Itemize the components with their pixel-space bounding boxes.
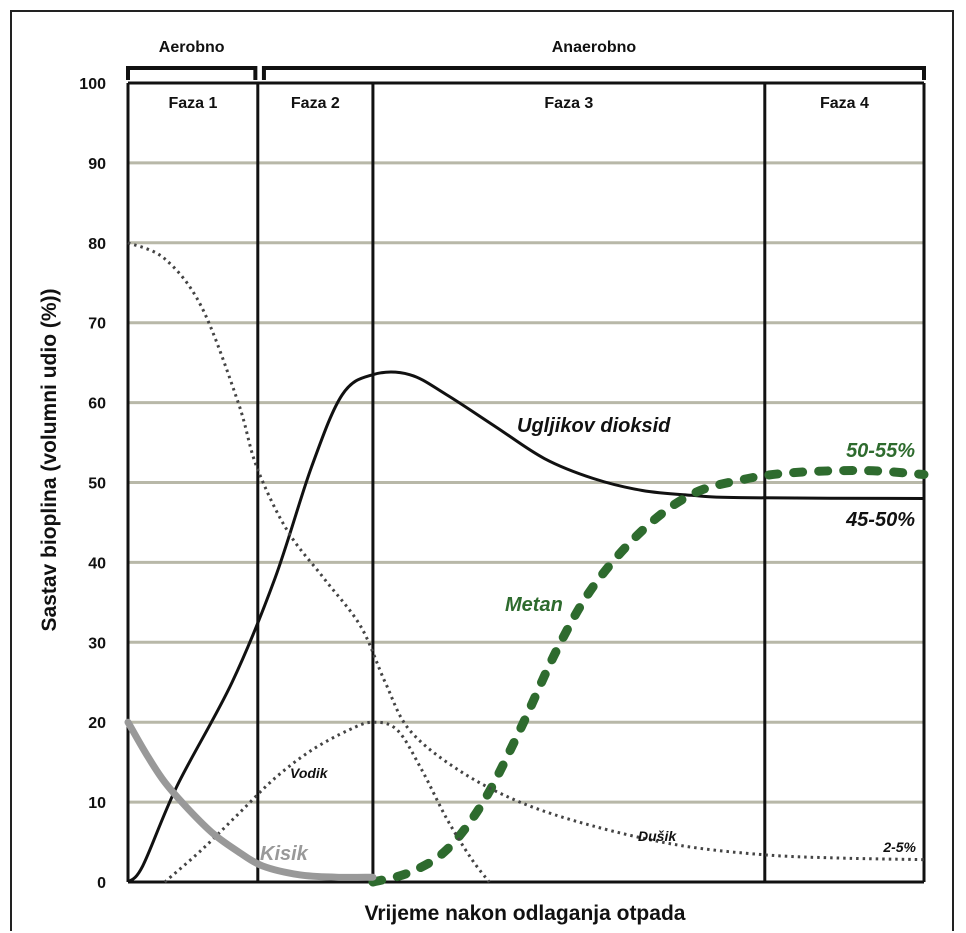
y-tick-label-20: 20 xyxy=(88,715,106,732)
series-label-nitrogen: Dušik xyxy=(638,828,677,844)
x-axis-title: Vrijeme nakon odlaganja otpada xyxy=(365,902,686,925)
y-tick-label-50: 50 xyxy=(88,476,106,493)
series-line-kisik xyxy=(124,718,377,881)
series-end-label-nitrogen: 2-5% xyxy=(882,839,916,855)
regime-bracket-1 xyxy=(126,66,258,80)
y-tick-label-80: 80 xyxy=(88,236,106,253)
chart-frame xyxy=(10,10,954,931)
series-label-methane: Metan xyxy=(505,594,563,616)
series-lines xyxy=(124,241,929,887)
phase-label-4: Faza 4 xyxy=(820,95,869,112)
y-axis-title: Sastav bioplina (volumni udio (%)) xyxy=(38,288,61,631)
y-tick-label-90: 90 xyxy=(88,156,106,173)
series-end-label-methane: 50-55% xyxy=(846,440,915,462)
y-tick-label-70: 70 xyxy=(88,316,106,333)
phase-label-2: Faza 2 xyxy=(291,95,340,112)
series-line-ugljikov-dioksid xyxy=(126,370,925,884)
series-line-vodik xyxy=(163,720,491,884)
series-label-hydrogen: Vodik xyxy=(290,765,329,781)
regime-label-1: Aerobno xyxy=(159,39,225,56)
series-label-oxygen: Kisik xyxy=(260,843,309,865)
y-tick-label-10: 10 xyxy=(88,795,106,812)
regime-label-2: Anaerobno xyxy=(552,39,637,56)
phase-label-1: Faza 1 xyxy=(168,95,217,112)
phase-label-3: Faza 3 xyxy=(544,95,593,112)
labels: Ugljikov dioksid 45-50% Metan 50-55% Dušik 2-… xyxy=(260,415,917,865)
y-tick-label-100: 100 xyxy=(79,76,106,93)
regime-brackets: Aerobno Anaerobno xyxy=(126,39,926,80)
series-line-metan xyxy=(368,465,929,887)
y-tick-label-0: 0 xyxy=(97,875,106,892)
series-label-co2: Ugljikov dioksid xyxy=(517,415,671,437)
y-tick-label-40: 40 xyxy=(88,555,106,572)
grid-lines: 0 10 20 30 40 50 60 70 80 90 100 Faza 1 Faza 2 Faza 3… xyxy=(79,76,926,892)
y-tick-label-30: 30 xyxy=(88,635,106,652)
regime-bracket-2 xyxy=(261,66,926,80)
series-line-du-ik xyxy=(127,241,925,862)
series-end-label-co2: 45-50% xyxy=(845,509,915,531)
y-tick-label-60: 60 xyxy=(88,396,106,413)
